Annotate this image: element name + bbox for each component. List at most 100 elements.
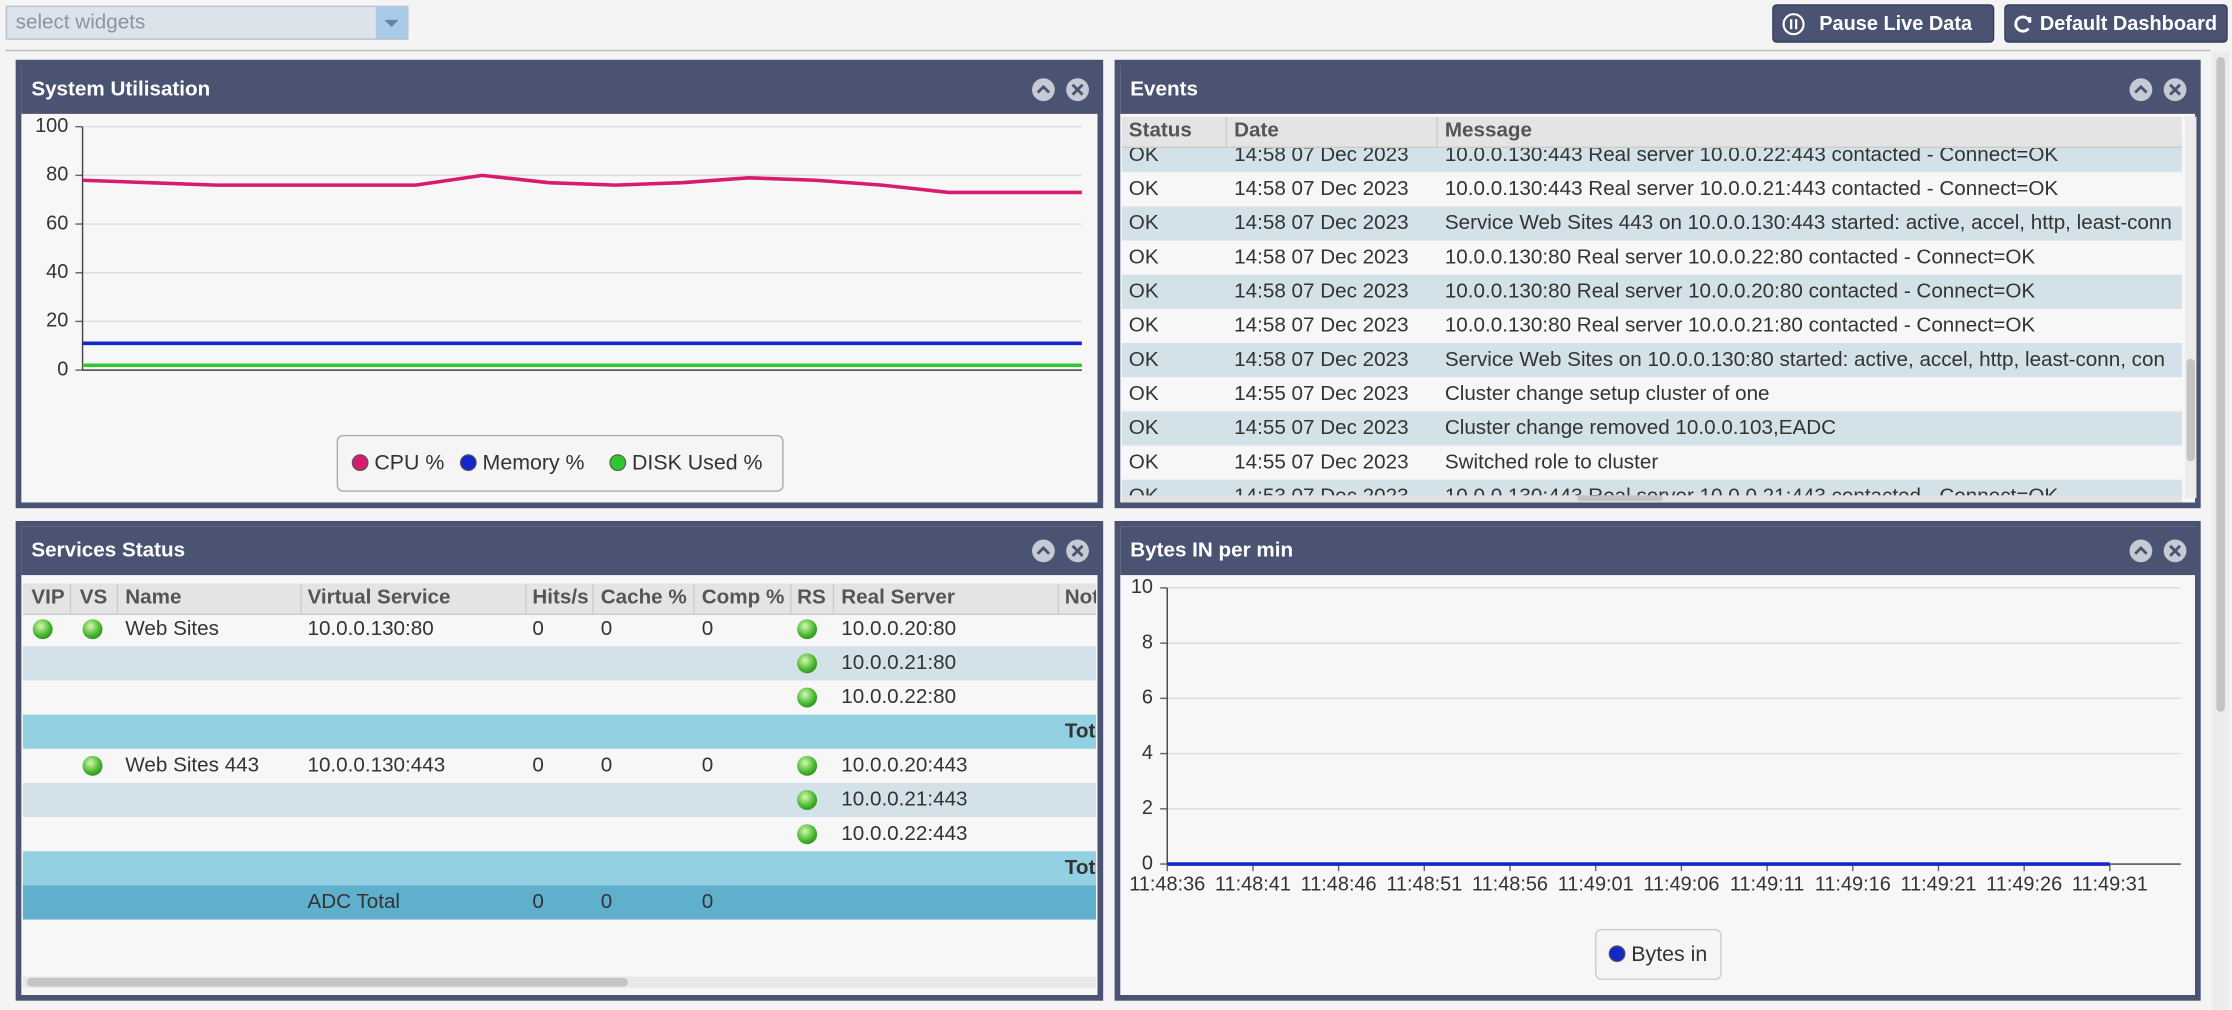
cell: Total [1065,851,1096,885]
cell: OK [1129,446,1159,480]
system-utilisation-panel: System Utilisation [16,60,1104,508]
service-row: 10.0.0.22:443 [23,817,1096,851]
event-row: OK14:58 07 Dec 2023Service Web Sites on … [1122,343,2182,377]
column-separator [790,584,791,614]
arrow-icon [376,7,407,38]
cell: 10.0.0.130:443 [307,749,445,783]
column-header: Hits/s [532,584,588,614]
panel-controls[interactable] [1032,77,1095,103]
event-row: OK14:58 07 Dec 202310.0.0.130:443 Real s… [1122,172,2182,206]
cell: Service Web Sites on 10.0.0.130:80 start… [1445,343,2165,377]
status-dot [797,790,817,810]
cell: OK [1129,206,1159,240]
cell: Service Web Sites 443 on 10.0.0.130:443 … [1445,206,2172,240]
cell: 0 [702,612,713,646]
panel-header: Services Status [21,527,1097,575]
cell: 0 [601,612,612,646]
service-row: 10.0.0.21:443 [23,783,1096,817]
cell: 10.0.0.130:80 Real server 10.0.0.20:80 c… [1445,275,2035,309]
panel-controls[interactable] [2130,538,2193,564]
cell: 10.0.0.130:80 Real server 10.0.0.22:80 c… [1445,241,2035,275]
cell: 14:58 07 Dec 2023 [1234,343,1408,377]
select-arrow[interactable] [376,7,407,38]
column-header: VS [80,584,108,614]
column-header: Notes [1065,584,1096,614]
column-separator [117,584,118,614]
scroll-thumb[interactable] [2216,57,2225,712]
cell: Web Sites 443 [125,749,259,783]
refresh-icon [2011,13,2034,36]
scroll-thumb[interactable] [1577,495,1662,501]
event-row: OK14:55 07 Dec 2023Cluster change setup … [1122,377,2182,411]
cell: 10.0.0.21:80 [841,646,956,680]
column-separator [70,584,71,614]
status-dot [797,756,817,776]
cell: 0 [532,749,543,783]
event-row: OK14:55 07 Dec 2023Switched role to clus… [1122,446,2182,480]
cell: 14:55 07 Dec 2023 [1234,377,1408,411]
column-header: Comp % [702,584,785,614]
panel-title: System Utilisation [31,78,210,101]
button-label: Default Dashboard [2040,6,2217,42]
event-row: OK 14:58 07 Dec 2023 10.0.0.130:80 Real se… [1122,309,2182,343]
column-header: Virtual Service [307,584,450,614]
cell: OK [1129,172,1159,206]
cell: 0 [532,612,543,646]
cell: 14:58 07 Dec 2023 [1234,309,1408,343]
panel-header: Bytes IN per min [1120,527,2195,575]
pause-icon [1782,13,1805,36]
cell: 14:58 07 Dec 2023 [1234,241,1408,275]
scroll-thumb[interactable] [2186,359,2195,461]
panel-controls[interactable] [2130,77,2193,103]
cell: 10.0.0.20:443 [841,749,967,783]
default-dashboard-button[interactable]: Default Dashboard [2004,4,2227,42]
cell: 10.0.0.22:80 [841,680,956,714]
cell: 14:58 07 Dec 2023 [1234,275,1408,309]
cell: Total [1065,715,1096,749]
cell: OK [1129,309,1159,343]
table-header: Status Date Message [1122,117,2182,148]
cell: 0 [601,749,612,783]
cell: 0 [601,885,612,919]
event-row: OK14:55 07 Dec 2023Cluster change remove… [1122,411,2182,445]
panel-header: System Utilisation [21,65,1097,113]
column-separator [300,584,301,614]
event-row: OK14:58 07 Dec 202310.0.0.130:80 Real se… [1122,241,2182,275]
service-row: 10.0.0.22:80 [23,680,1096,714]
events-scrollbar[interactable] [2185,117,2196,498]
column-separator [1226,117,1227,147]
status-dot [797,653,817,673]
page-scrollbar[interactable] [2212,51,2229,1009]
events-table: Status Date Message OK14:58 07 Dec 20231… [1122,117,2182,501]
services-hscrollbar[interactable] [23,977,1096,988]
panel-controls[interactable] [1032,538,1095,564]
cell: Web Sites [125,612,219,646]
service-row: Web Sites 10.0.0.130:80 0 0 0 10.0.0.20:… [23,612,1096,646]
widget-select[interactable]: select widgets [6,6,409,40]
service-row: Web Sites 443 10.0.0.130:443 0 0 0 10.0.… [23,749,1096,783]
cell: 10.0.0.22:443 [841,817,967,851]
status-dot [83,619,103,639]
cell: 10.0.0.130:80 Real server 10.0.0.21:80 c… [1445,309,2035,343]
column-header: Real Server [841,584,955,614]
button-label: Pause Live Data [1819,6,1972,42]
cell: 14:58 07 Dec 2023 [1234,172,1408,206]
column-header: VIP [31,584,64,614]
scroll-thumb[interactable] [27,978,628,987]
panel-title: Events [1130,78,1198,101]
table-header: VIP VS Name Virtual Service Hits/s Cache… [23,584,1096,615]
status-dot [797,688,817,708]
column-header: Status [1129,117,1192,147]
events-hscrollbar[interactable] [1122,495,2182,502]
frame-line [6,50,2211,51]
panel-title: Services Status [31,539,185,562]
column-separator [592,584,593,614]
column-header: Date [1234,117,1279,147]
cell: 14:55 07 Dec 2023 [1234,446,1408,480]
event-row: OK14:58 07 Dec 202310.0.0.130:80 Real se… [1122,275,2182,309]
column-header: RS [797,584,826,614]
pause-button[interactable]: Pause Live Data [1772,4,1994,42]
panel-header: Events [1120,65,2195,113]
